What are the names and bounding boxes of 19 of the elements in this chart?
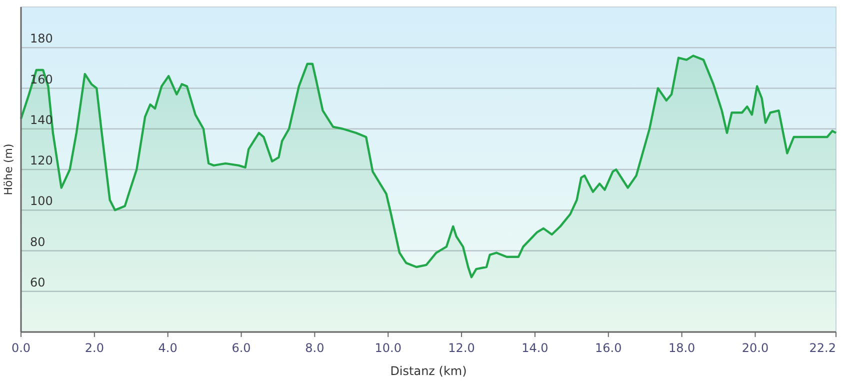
x-tick-label: 18.0: [668, 341, 696, 355]
x-tick-label: 0.0: [11, 341, 31, 355]
x-tick-label: 10.0: [374, 341, 402, 355]
y-tick-label: 100: [30, 194, 53, 208]
x-tick-label: 20.0: [742, 341, 769, 355]
x-tick-label: 12.0: [448, 341, 475, 355]
y-tick-label: 120: [30, 154, 53, 168]
x-tick-label: 4.0: [158, 341, 178, 355]
y-axis-title: Höhe (m): [2, 144, 15, 196]
x-tick-label: 14.0: [522, 341, 548, 355]
y-tick-label: 80: [30, 234, 46, 249]
y-tick-label: 60: [30, 275, 46, 290]
x-tick-label: 6.0: [232, 341, 251, 355]
x-tick-label: 2.0: [84, 341, 104, 355]
y-tick-label: 180: [30, 32, 53, 46]
x-tick-label: 16.0: [595, 341, 622, 355]
x-axis-title: Distanz (km): [390, 364, 467, 378]
x-tick-label: 22.2: [809, 341, 836, 355]
x-tick-label: 8.0: [305, 341, 324, 355]
